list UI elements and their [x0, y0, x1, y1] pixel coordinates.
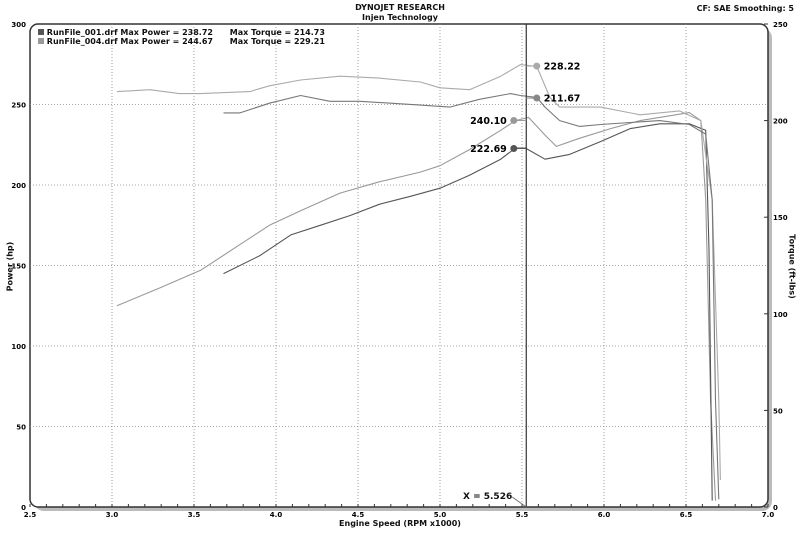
y2-tick-label: 200: [773, 118, 788, 126]
chart-subtitle: Injen Technology: [362, 13, 438, 22]
x-tick-label: 3.5: [188, 511, 201, 519]
cursor-leader: [512, 496, 527, 508]
settings-text: CF: SAE Smoothing: 5: [696, 4, 794, 13]
legend-torque: Max Torque = 214.73: [229, 28, 325, 37]
y-axis-label: Power (hp): [5, 241, 15, 292]
legend-swatch: [38, 29, 44, 35]
annotation-label: 222.69: [470, 144, 507, 155]
y2-tick-label: 250: [773, 21, 788, 29]
annotation-label: 228.22: [544, 62, 581, 73]
x-tick-label: 7.0: [762, 511, 775, 519]
x-tick-label: 6.0: [598, 511, 611, 519]
series-line: [223, 93, 720, 500]
y-tick-label: 300: [11, 21, 26, 29]
y-tick-label: 0: [21, 504, 26, 512]
annotation-label: 240.10: [470, 116, 507, 127]
y2-tick-label: 100: [773, 311, 788, 319]
y2-tick-label: 50: [773, 407, 783, 415]
annotation-marker: [533, 62, 541, 70]
grid: [30, 24, 768, 507]
legend-file: RunFile_001.drf Max Power = 238.72: [46, 28, 213, 37]
annotation-marker: [510, 116, 518, 124]
annotation-marker: [510, 144, 518, 152]
x-tick-label: 4.5: [352, 511, 365, 519]
x-tick-label: 6.5: [680, 511, 693, 519]
y2-tick-label: 0: [773, 504, 778, 512]
annotation-label: 211.67: [544, 94, 581, 105]
y2-axis-label: Torque (ft-lbs): [787, 234, 797, 299]
x-tick-label: 5.5: [516, 511, 529, 519]
x-tick-label: 4.0: [270, 511, 283, 519]
y-tick-label: 250: [11, 102, 26, 110]
axis-ticks: 2.5 3.0 3.5 4.0 4.5 5.0 5.5 6.0 6.5 7.00501001502…: [11, 21, 787, 519]
y-tick-label: 150: [11, 263, 26, 271]
legend-item: RunFile_004.drf Max Power = 244.67 Max T…: [38, 37, 325, 46]
legend-item: RunFile_001.drf Max Power = 238.72 Max T…: [38, 28, 325, 37]
x-tick-label: 5.0: [434, 511, 447, 519]
y-tick-label: 200: [11, 182, 26, 190]
annotation-marker: [533, 94, 541, 102]
series-line: [116, 64, 721, 481]
legend-torque: Max Torque = 229.21: [229, 37, 325, 46]
legend-file: RunFile_004.drf Max Power = 244.67: [46, 37, 213, 46]
x-tick-label: 3.0: [106, 511, 119, 519]
annotations: 228.22 211.67 240.10 222.69: [470, 62, 580, 155]
chart-title: DYNOJET RESEARCH: [355, 3, 445, 12]
x-axis-label: Engine Speed (RPM x1000): [339, 519, 461, 528]
y-tick-label: 50: [16, 424, 26, 432]
legend-swatch: [38, 38, 44, 44]
y2-tick-label: 150: [773, 214, 788, 222]
y-tick-label: 100: [11, 343, 26, 351]
cursor-label: X = 5.526: [463, 492, 513, 502]
x-tick-label: 2.5: [24, 511, 37, 519]
